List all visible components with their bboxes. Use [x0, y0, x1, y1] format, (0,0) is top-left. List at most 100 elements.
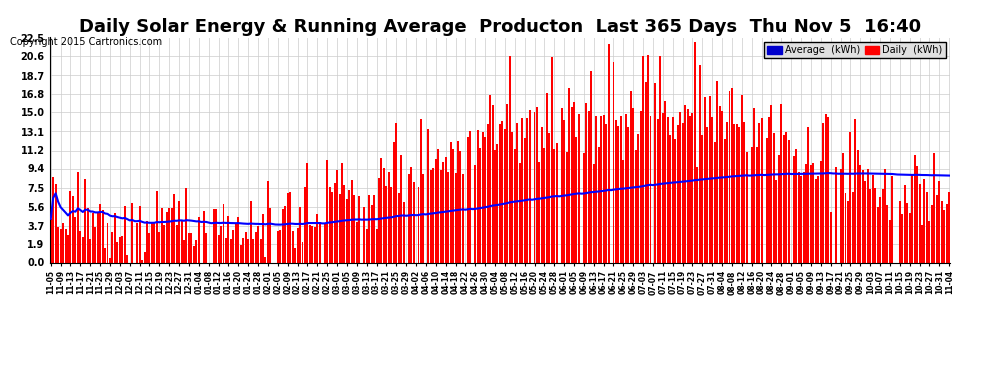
- Bar: [329, 187, 331, 262]
- Bar: [299, 207, 301, 262]
- Bar: [854, 119, 856, 262]
- Bar: [388, 172, 390, 262]
- Bar: [753, 108, 755, 262]
- Bar: [302, 242, 304, 262]
- Bar: [536, 107, 538, 262]
- Bar: [469, 132, 471, 262]
- Bar: [363, 207, 365, 262]
- Bar: [72, 196, 74, 262]
- Bar: [628, 127, 630, 262]
- Bar: [595, 116, 597, 262]
- Bar: [228, 216, 230, 262]
- Bar: [795, 149, 797, 262]
- Bar: [494, 150, 496, 262]
- Bar: [719, 106, 721, 262]
- Legend: Average  (kWh), Daily  (kWh): Average (kWh), Daily (kWh): [764, 42, 945, 58]
- Bar: [924, 178, 926, 262]
- Bar: [365, 229, 367, 262]
- Bar: [914, 155, 916, 262]
- Bar: [684, 105, 686, 262]
- Bar: [418, 187, 420, 262]
- Bar: [292, 231, 294, 262]
- Bar: [711, 117, 713, 262]
- Bar: [904, 185, 906, 262]
- Bar: [701, 135, 703, 262]
- Bar: [716, 81, 718, 262]
- Bar: [823, 123, 825, 262]
- Bar: [420, 118, 422, 262]
- Bar: [282, 209, 284, 262]
- Bar: [785, 132, 787, 262]
- Bar: [869, 189, 871, 262]
- Bar: [279, 230, 281, 262]
- Bar: [638, 134, 640, 262]
- Bar: [195, 240, 197, 262]
- Bar: [474, 165, 476, 262]
- Bar: [67, 236, 69, 262]
- Bar: [487, 124, 489, 262]
- Bar: [818, 176, 820, 262]
- Bar: [373, 195, 375, 262]
- Bar: [173, 194, 175, 262]
- Bar: [765, 138, 767, 262]
- Bar: [370, 205, 372, 262]
- Bar: [644, 82, 646, 262]
- Bar: [529, 110, 531, 262]
- Bar: [79, 231, 81, 262]
- Bar: [553, 149, 555, 262]
- Bar: [911, 175, 913, 262]
- Bar: [847, 201, 849, 262]
- Bar: [864, 181, 866, 262]
- Bar: [618, 126, 620, 262]
- Bar: [393, 142, 395, 262]
- Bar: [97, 213, 99, 262]
- Bar: [899, 201, 901, 262]
- Bar: [350, 180, 352, 262]
- Bar: [262, 214, 264, 262]
- Bar: [89, 239, 91, 262]
- Bar: [768, 117, 770, 262]
- Bar: [144, 252, 146, 262]
- Bar: [99, 204, 101, 262]
- Bar: [225, 238, 227, 262]
- Bar: [793, 156, 795, 262]
- Bar: [238, 217, 240, 262]
- Bar: [625, 114, 627, 262]
- Bar: [77, 172, 79, 262]
- Bar: [408, 174, 410, 262]
- Bar: [254, 232, 256, 262]
- Bar: [297, 228, 299, 262]
- Bar: [245, 232, 247, 262]
- Bar: [871, 175, 873, 262]
- Bar: [780, 104, 782, 262]
- Bar: [643, 56, 644, 262]
- Bar: [132, 203, 134, 262]
- Bar: [341, 163, 343, 262]
- Bar: [859, 165, 861, 262]
- Bar: [844, 193, 846, 262]
- Bar: [87, 209, 89, 262]
- Bar: [454, 173, 456, 262]
- Bar: [433, 168, 435, 262]
- Bar: [114, 213, 116, 262]
- Bar: [413, 182, 415, 262]
- Bar: [598, 147, 600, 262]
- Bar: [312, 226, 314, 262]
- Bar: [284, 206, 286, 262]
- Bar: [852, 192, 854, 262]
- Bar: [588, 111, 590, 262]
- Bar: [190, 233, 192, 262]
- Bar: [760, 118, 762, 262]
- Bar: [633, 108, 635, 262]
- Bar: [583, 153, 585, 262]
- Bar: [243, 238, 245, 262]
- Bar: [304, 187, 306, 262]
- Bar: [615, 120, 617, 262]
- Bar: [662, 112, 664, 262]
- Bar: [107, 223, 109, 262]
- Bar: [741, 95, 742, 262]
- Bar: [477, 130, 479, 262]
- Bar: [674, 139, 676, 262]
- Bar: [563, 120, 565, 262]
- Bar: [158, 232, 160, 262]
